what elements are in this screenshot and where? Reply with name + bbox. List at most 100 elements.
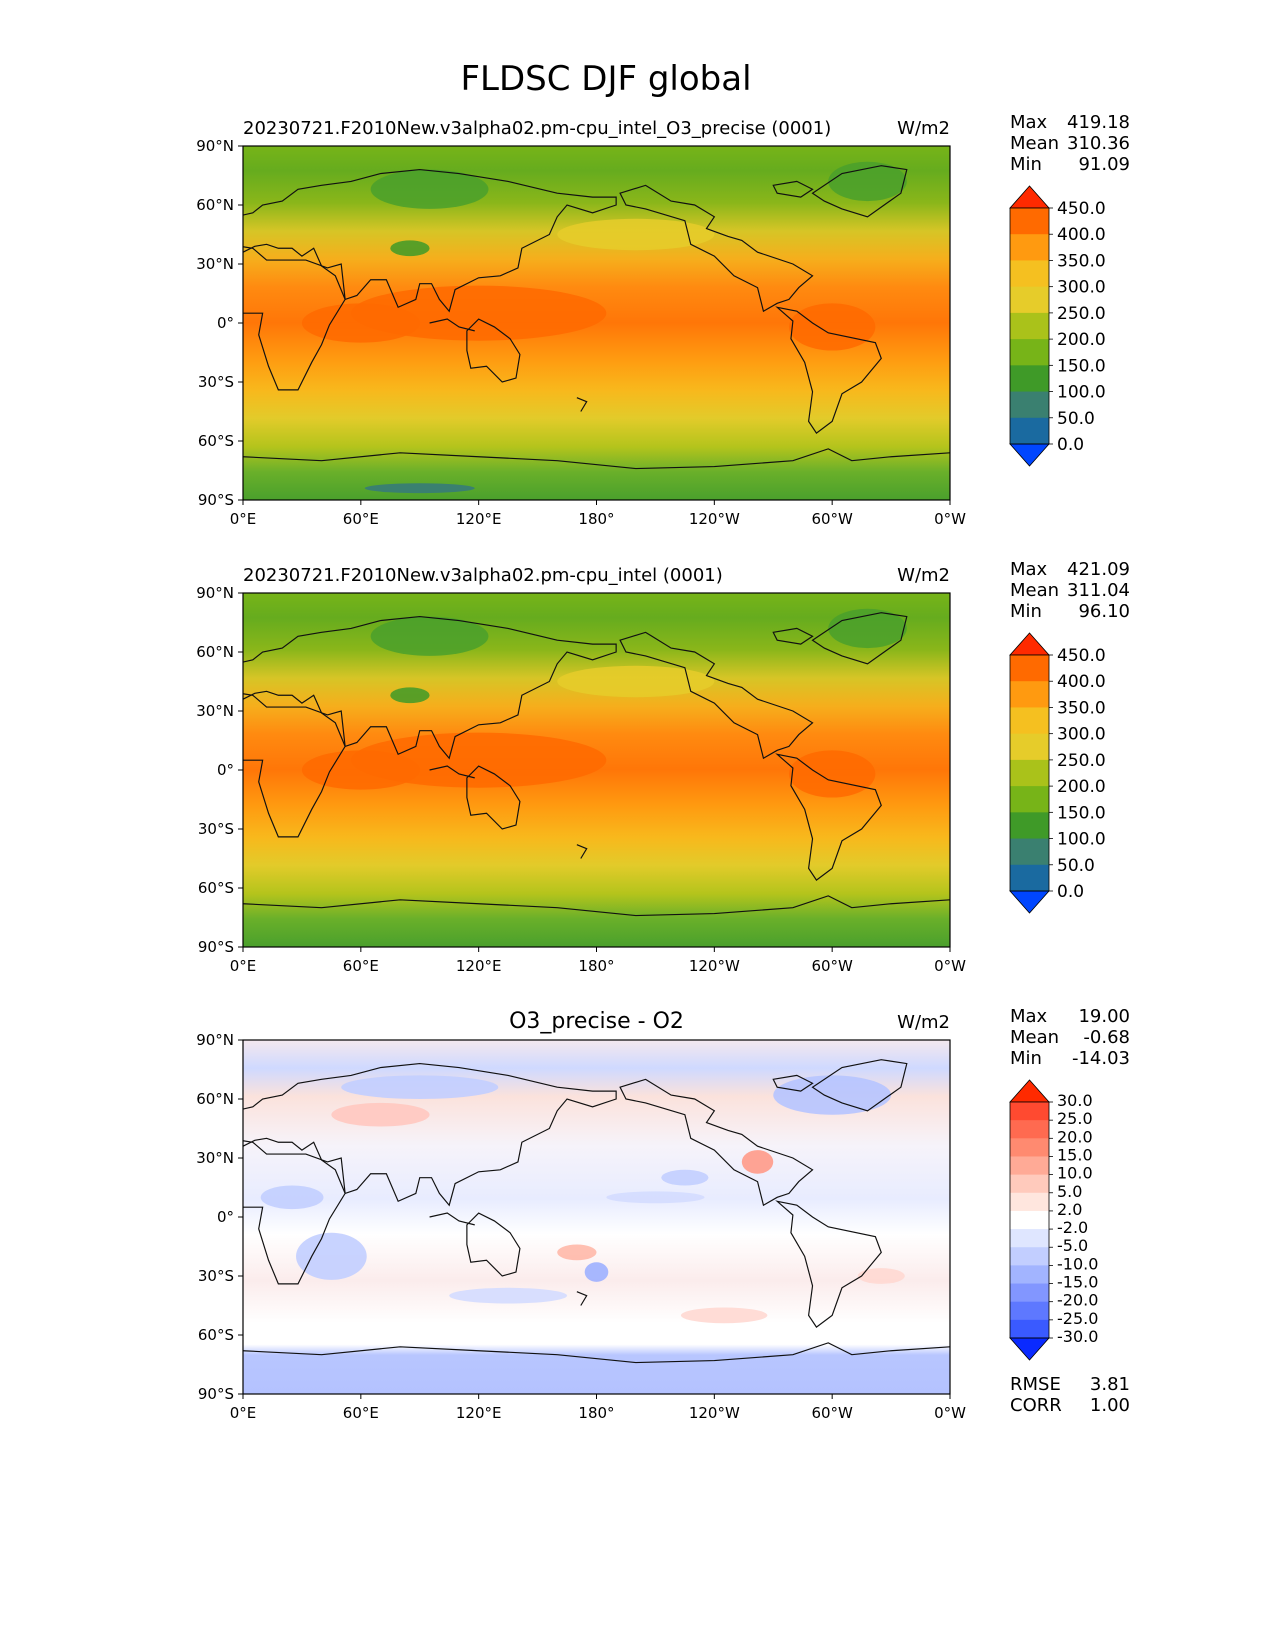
field-feature bbox=[680, 1307, 768, 1324]
colorbar-segment bbox=[1010, 312, 1049, 340]
rmse-value: 3.81 bbox=[1090, 1374, 1130, 1395]
field-feature bbox=[301, 303, 420, 343]
colorbar-tick-label: 450.0 bbox=[1057, 646, 1106, 666]
field-feature bbox=[449, 1287, 568, 1304]
colorbar-frame bbox=[1009, 654, 1050, 892]
lon-tick-label: 0°W bbox=[934, 1404, 966, 1422]
colorbar-tick-label: -10.0 bbox=[1057, 1254, 1098, 1273]
corr-label: CORR bbox=[1010, 1395, 1062, 1416]
map-field bbox=[243, 593, 950, 947]
stat-label: Max bbox=[1010, 559, 1048, 580]
stat-value: 419.18 bbox=[1067, 112, 1130, 133]
colorbar-segment bbox=[1010, 1102, 1049, 1121]
field-feature bbox=[557, 1244, 597, 1261]
colorbar-extend-min bbox=[1009, 890, 1050, 914]
lon-tick-label: 120°E bbox=[456, 1404, 502, 1422]
panel-test: 20230721.F2010New.v3alpha02.pm-cpu_intel… bbox=[196, 112, 1130, 528]
colorbar-tick-label: 5.0 bbox=[1057, 1182, 1082, 1201]
lon-tick-label: 60°W bbox=[811, 957, 853, 975]
stat-value: 19.00 bbox=[1078, 1006, 1130, 1027]
field-feature bbox=[557, 665, 715, 698]
colorbar-tick-label: 200.0 bbox=[1057, 777, 1106, 797]
lon-tick-label: 0°E bbox=[230, 510, 257, 528]
colorbar-tick-label: 150.0 bbox=[1057, 356, 1106, 376]
lat-tick-label: 30°S bbox=[198, 820, 234, 838]
lat-tick-label: 30°S bbox=[198, 373, 234, 391]
corr-value: 1.00 bbox=[1090, 1395, 1130, 1416]
colorbar-tick-label: -5.0 bbox=[1057, 1236, 1088, 1255]
lon-tick-label: 180° bbox=[578, 510, 614, 528]
field-feature bbox=[557, 218, 715, 251]
colorbar-tick-label: 150.0 bbox=[1057, 803, 1106, 823]
colorbar-tick-label: -15.0 bbox=[1057, 1273, 1098, 1292]
lat-tick-label: 30°N bbox=[196, 1149, 234, 1167]
stat-label: Mean bbox=[1010, 1027, 1059, 1048]
stat-value: -14.03 bbox=[1072, 1048, 1130, 1069]
colorbar-segment bbox=[1010, 339, 1049, 366]
panel-title: 20230721.F2010New.v3alpha02.pm-cpu_intel… bbox=[243, 565, 723, 586]
lat-tick-label: 90°S bbox=[198, 491, 234, 509]
colorbar-tick-label: 200.0 bbox=[1057, 330, 1106, 350]
colorbar-tick-label: 0.0 bbox=[1057, 435, 1084, 455]
lat-tick-label: 90°N bbox=[196, 1031, 234, 1049]
colorbar-tick-label: 100.0 bbox=[1057, 383, 1106, 403]
colorbar: 30.025.020.015.010.05.02.0-2.0-5.0-10.0-… bbox=[1009, 1079, 1098, 1361]
colorbar-tick-label: 100.0 bbox=[1057, 830, 1106, 850]
colorbar-segment bbox=[1010, 1138, 1049, 1157]
colorbar-segment bbox=[1010, 1192, 1049, 1212]
page-title: FLDSC DJF global bbox=[460, 59, 751, 99]
colorbar-tick-label: 10.0 bbox=[1057, 1164, 1093, 1183]
colorbar-segment bbox=[1010, 1210, 1049, 1230]
lon-tick-label: 120°E bbox=[456, 957, 502, 975]
lat-tick-label: 30°N bbox=[196, 702, 234, 720]
field-feature bbox=[341, 1075, 499, 1099]
lat-tick-label: 90°N bbox=[196, 137, 234, 155]
stat-value: 310.36 bbox=[1067, 133, 1130, 154]
colorbar: 450.0 400.0 350.0 300.0 250.0 200.0 150.0 100.0… bbox=[1009, 185, 1106, 467]
lon-tick-label: 120°W bbox=[689, 1404, 740, 1422]
lat-tick-label: 60°S bbox=[198, 1326, 234, 1344]
stat-label: Mean bbox=[1010, 580, 1059, 601]
colorbar-frame bbox=[1009, 1101, 1050, 1339]
colorbar-segment bbox=[1010, 681, 1049, 708]
stat-label: Mean bbox=[1010, 133, 1059, 154]
lon-tick-label: 60°W bbox=[811, 510, 853, 528]
colorbar-segment bbox=[1010, 365, 1049, 393]
lat-tick-label: 0° bbox=[217, 314, 234, 332]
colorbar-segment bbox=[1010, 286, 1049, 314]
field-feature bbox=[828, 608, 907, 649]
stat-value: -0.68 bbox=[1083, 1027, 1130, 1048]
lon-tick-label: 180° bbox=[578, 1404, 614, 1422]
field-feature bbox=[370, 616, 489, 656]
colorbar-segment bbox=[1010, 208, 1049, 235]
lat-tick-label: 60°S bbox=[198, 879, 234, 897]
field-feature bbox=[296, 1232, 367, 1280]
stat-value: 91.09 bbox=[1078, 154, 1130, 175]
panel-control: 20230721.F2010New.v3alpha02.pm-cpu_intel… bbox=[196, 559, 1130, 975]
colorbar-segment bbox=[1010, 1229, 1049, 1248]
colorbar-segment bbox=[1010, 655, 1049, 682]
colorbar-tick-label: 50.0 bbox=[1057, 409, 1095, 429]
stat-value: 311.04 bbox=[1067, 580, 1130, 601]
field-feature bbox=[857, 1268, 905, 1284]
field-feature bbox=[606, 1191, 705, 1204]
map-field bbox=[243, 1040, 950, 1394]
colorbar-segment bbox=[1010, 707, 1049, 735]
field-feature bbox=[331, 1102, 430, 1127]
colorbar-tick-label: 250.0 bbox=[1057, 751, 1106, 771]
colorbar-extend-max bbox=[1009, 632, 1050, 656]
colorbar-segment bbox=[1010, 733, 1049, 761]
colorbar-segment bbox=[1010, 1319, 1049, 1339]
stat-label: Min bbox=[1010, 154, 1042, 175]
colorbar-extend-min bbox=[1009, 443, 1050, 467]
colorbar-segment bbox=[1010, 1301, 1049, 1321]
colorbar-segment bbox=[1010, 864, 1049, 892]
lat-tick-label: 90°S bbox=[198, 938, 234, 956]
colorbar-segment bbox=[1010, 1265, 1049, 1285]
lon-tick-label: 120°E bbox=[456, 510, 502, 528]
colorbar-segment bbox=[1010, 759, 1049, 787]
lat-tick-label: 30°N bbox=[196, 255, 234, 273]
colorbar-segment bbox=[1010, 417, 1049, 445]
colorbar-tick-label: -30.0 bbox=[1057, 1327, 1098, 1346]
colorbar-segment bbox=[1010, 812, 1049, 840]
